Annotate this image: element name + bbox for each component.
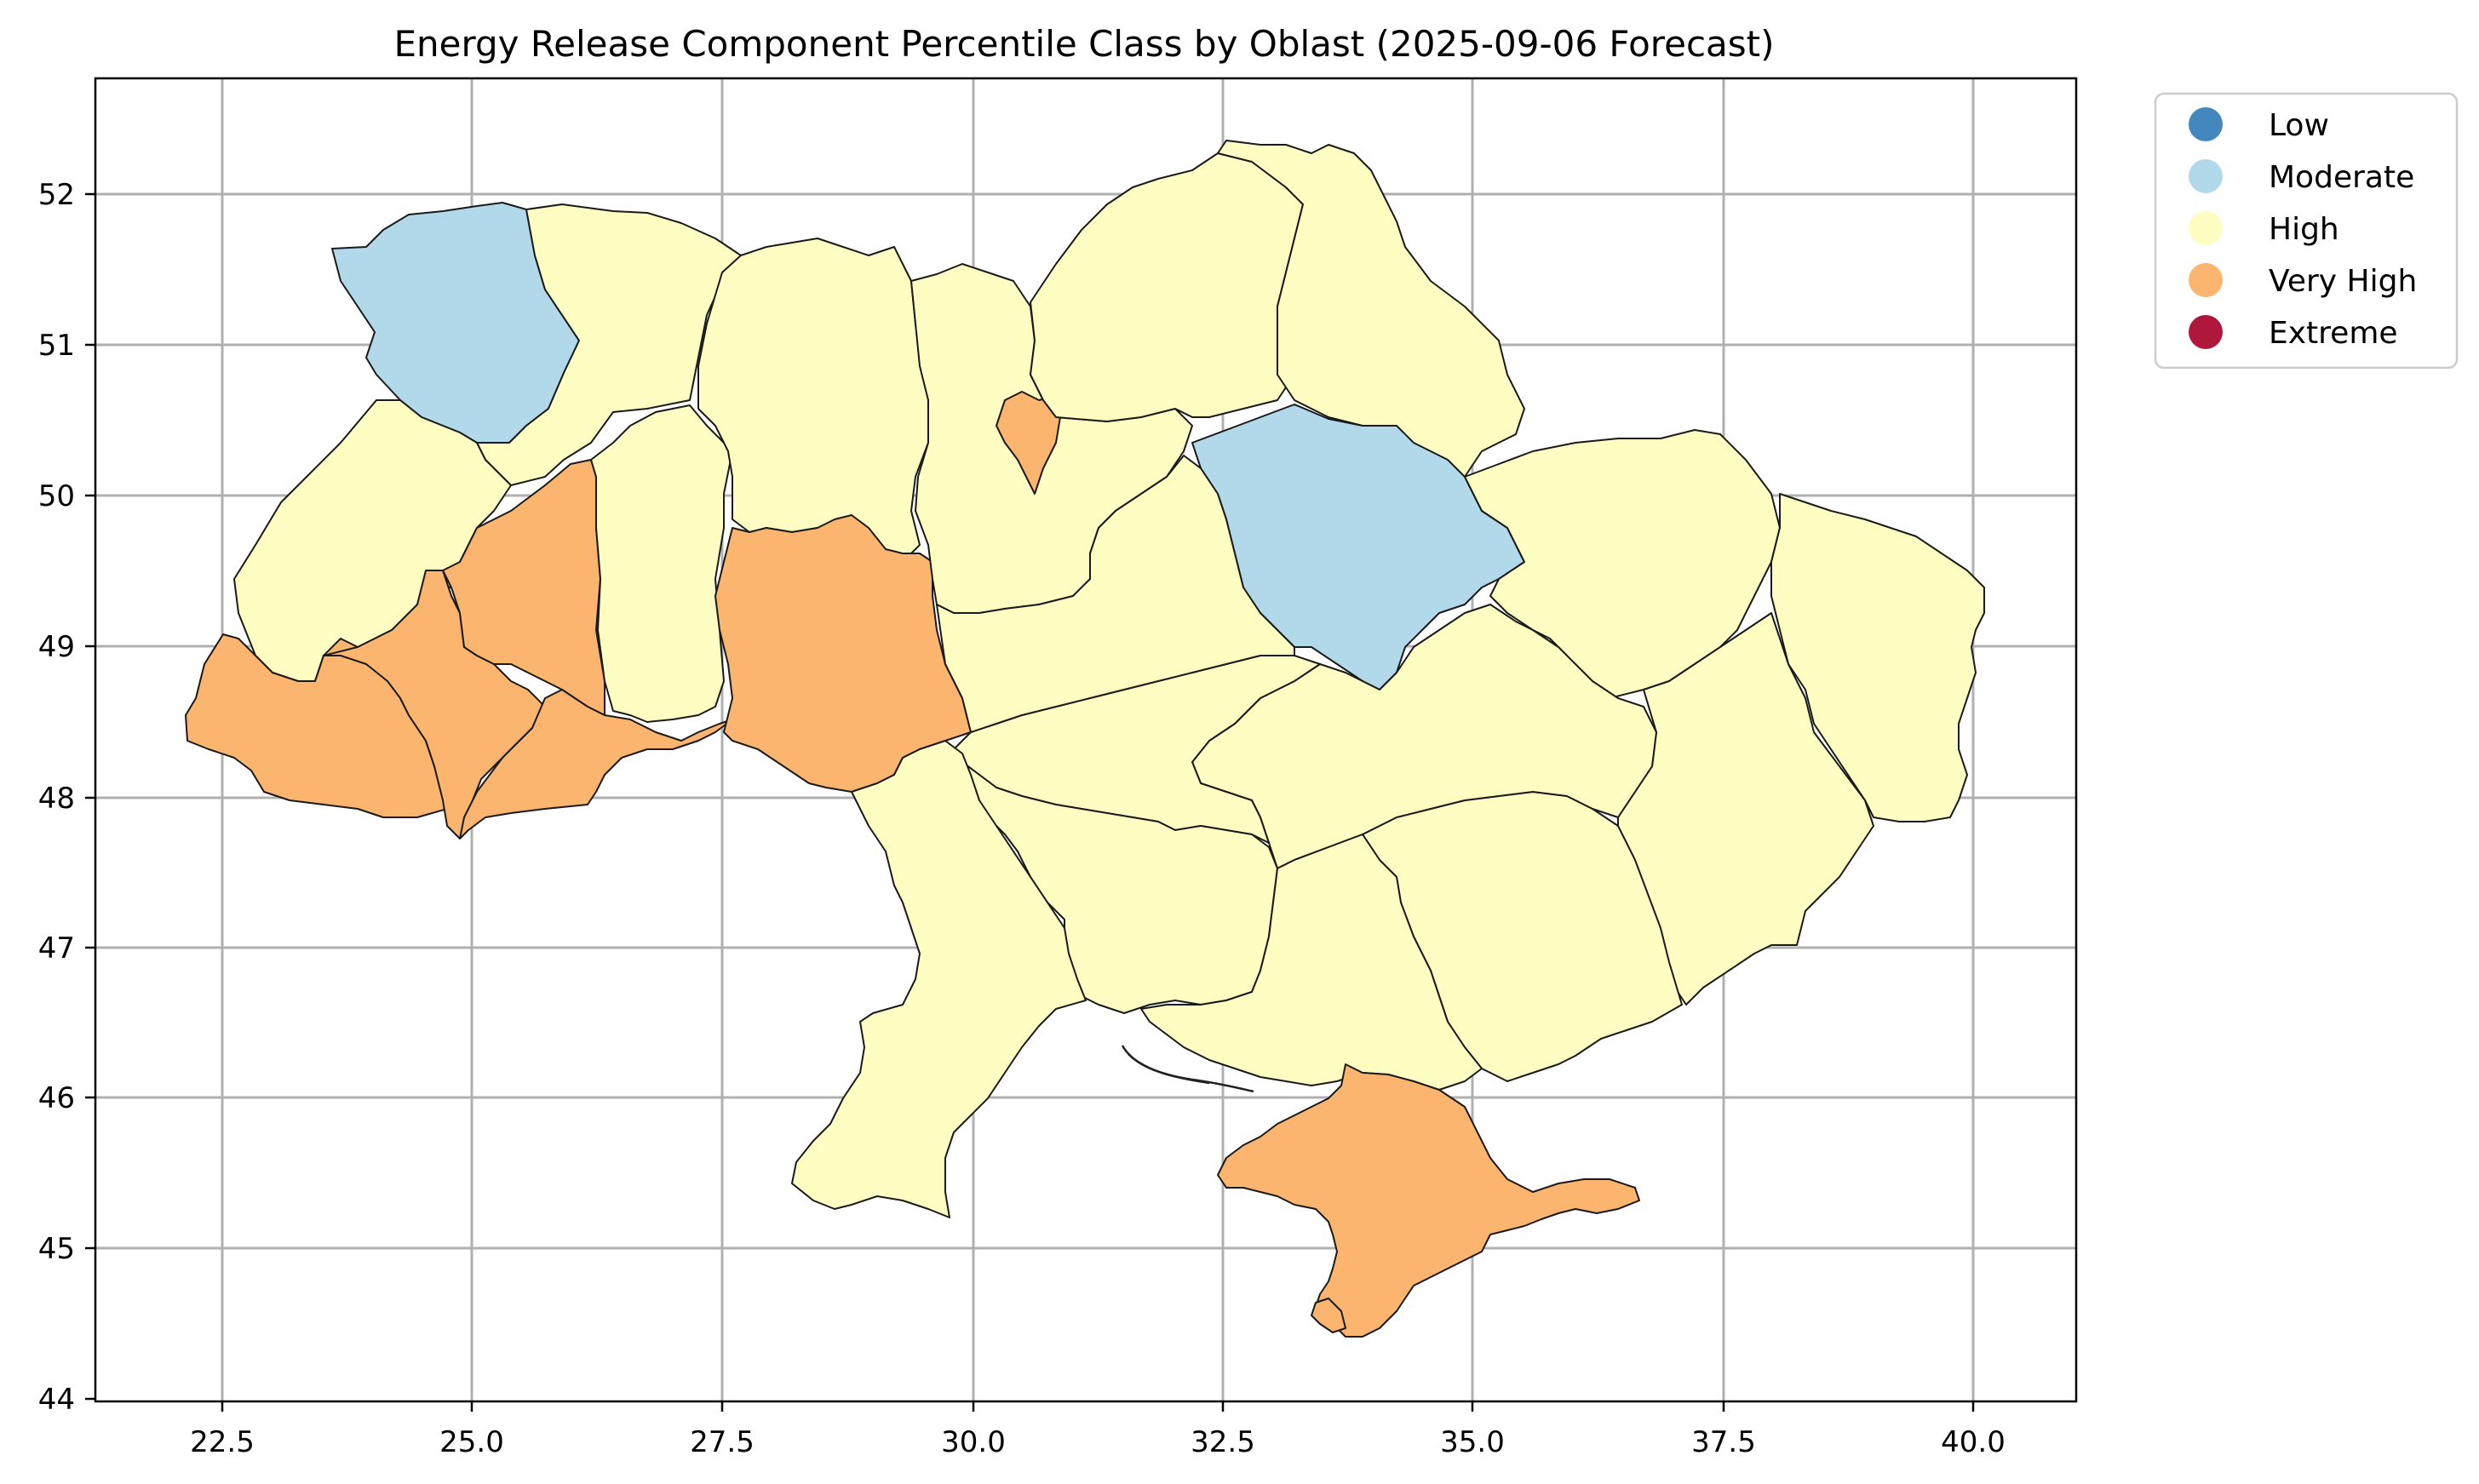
oblast-region-cherkasy [936, 455, 1295, 733]
legend-entry: High [2189, 211, 2339, 247]
x-tick-label: 22.5 [190, 1425, 255, 1459]
legend-swatch-moderate [2189, 159, 2223, 193]
y-tick-label: 48 [38, 782, 75, 816]
y-tick-label: 50 [38, 479, 75, 513]
x-tick-label: 40.0 [1941, 1425, 2006, 1459]
oblast-region-sumy [1217, 140, 1525, 478]
x-tick-label: 32.5 [1191, 1425, 1255, 1459]
legend-label: High [2269, 212, 2339, 247]
oblast-region-sevastopol [1311, 1298, 1346, 1333]
legend-box [2154, 92, 2459, 370]
legend-swatch-low [2189, 107, 2223, 141]
y-tick-label: 49 [38, 630, 75, 664]
legend-label: Very High [2269, 264, 2417, 299]
legend-entry: Very High [2189, 263, 2417, 299]
tendra-spit-line [1128, 1053, 1210, 1085]
legend-entry: Extreme [2189, 315, 2398, 351]
y-tick-label: 47 [38, 931, 75, 965]
legend-swatch-very-high [2189, 263, 2223, 297]
x-tick-label: 27.5 [690, 1425, 755, 1459]
x-tick-label: 25.0 [439, 1425, 504, 1459]
oblast-region-rivne [476, 203, 742, 486]
oblast-region-chernivtsi [459, 689, 733, 839]
x-tick-label: 30.0 [941, 1425, 1006, 1459]
oblast-region-zhytomyr [697, 238, 929, 563]
y-tick-marks [85, 192, 95, 1401]
legend-swatch-extreme [2189, 315, 2223, 349]
y-tick-label: 46 [38, 1081, 75, 1115]
legend-label: Moderate [2269, 160, 2414, 195]
x-tick-labels: 22.5 25.0 27.5 30.0 32.5 35.0 37.5 40.0 [190, 1425, 2006, 1459]
x-tick-label: 37.5 [1691, 1425, 1756, 1459]
oblast-region-luhansk [1770, 493, 1985, 822]
x-tick-marks [221, 1401, 1975, 1412]
y-tick-label: 44 [38, 1383, 75, 1417]
y-tick-labels: 52 51 50 49 48 47 46 45 44 [38, 178, 75, 1417]
oblast-region-khmelnytskyi [590, 404, 733, 723]
y-tick-label: 51 [38, 329, 75, 363]
y-tick-label: 52 [38, 178, 75, 212]
legend-label: Low [2269, 108, 2329, 143]
legend-label: Extreme [2269, 316, 2398, 351]
legend: Low Moderate High Very High Extreme [2154, 92, 2459, 370]
oblast-region-odesa [791, 740, 1087, 1218]
oblast-regions [185, 140, 1985, 1338]
legend-entry: Moderate [2189, 159, 2414, 195]
plot-frame [94, 77, 2078, 1403]
map-title: Energy Release Component Percentile Clas… [393, 23, 1774, 65]
y-tick-label: 45 [38, 1232, 75, 1266]
legend-swatch-high [2189, 211, 2223, 245]
oblast-region-crimea [1217, 1063, 1640, 1338]
oblast-region-kyiv-city [996, 391, 1061, 495]
legend-entry: Low [2189, 107, 2329, 143]
x-tick-label: 35.0 [1440, 1425, 1505, 1459]
